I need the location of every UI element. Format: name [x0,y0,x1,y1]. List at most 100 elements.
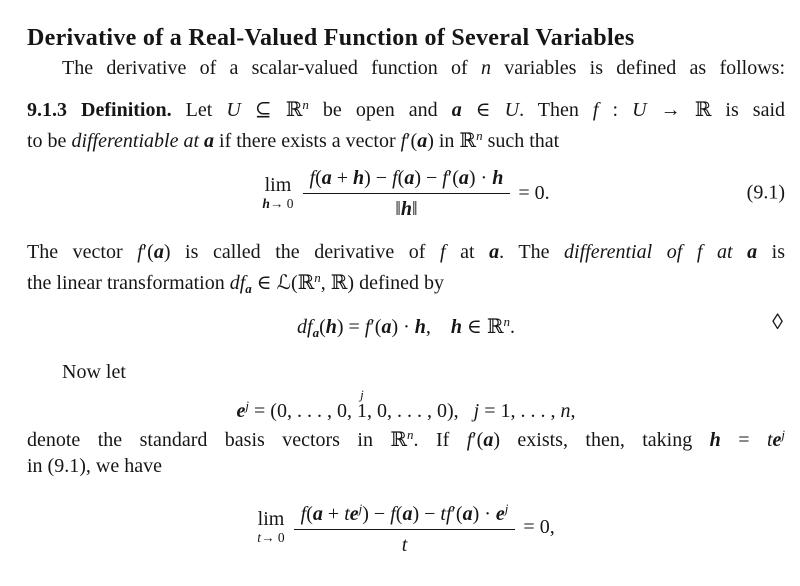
math-token: + [322,503,345,525]
math-token: ) · [472,503,496,525]
math-token: ) is called the derivative of [163,241,441,263]
limit-operator: lim t→ 0 [257,509,284,546]
math-token: ⊆ ℝ [240,99,303,121]
partial-limit-equation: lim t→ 0 f(a + tej) − f(a) − tf′(a) · ej… [27,496,785,558]
math-token: , [570,400,576,422]
fraction-bar [293,529,516,530]
math-token: j [358,501,363,516]
math-token: n [302,97,309,112]
equation-9-1: lim h→ 0 f(a + h) − f(a) − f′(a) · h ‖h‖… [27,162,785,224]
now-let-text: Now let [62,361,126,383]
math-token: a [153,241,164,263]
math-token: t [257,530,262,545]
math-token: U [504,99,520,121]
math-token: h [325,316,337,338]
fraction-numerator: f(a + h) − f(a) − f′(a) · h [303,165,511,193]
math-token: h [450,316,463,338]
end-of-definition-diamond-icon: ◊ [772,309,783,334]
math-token: f [466,429,473,451]
math-token: a [417,130,428,152]
math-token: ) = [336,316,365,338]
math-token: f [300,503,307,525]
math-token: U [226,99,241,121]
math-token: . If [413,429,467,451]
math-token: ( [397,166,405,189]
math-token: a [312,325,320,340]
math-token: is [757,241,786,263]
math-token: , 0, . . . , 0), [366,400,474,422]
math-token: U [632,99,647,121]
math-token: . Then [519,99,593,121]
overset-base: 1 [356,400,367,422]
math-token: a [451,99,462,121]
basis-paragraph: denote the standard basis vectors in ℝn.… [27,422,785,479]
definition-paragraph: 9.1.3 Definition. Let U ⊆ ℝn be open and… [27,92,785,154]
math-token: → ℝ is said [646,99,786,121]
math-token: ∈ ℝ [462,316,504,338]
fraction-denominator: t [395,530,415,558]
math-token: variables is defined as follows: [490,57,786,79]
fraction-denominator: ‖h‖ [388,194,424,222]
definition-line-1: 9.1.3 Definition. Let U ⊆ ℝn be open and… [27,92,785,123]
math-token: = 1, . . . , [479,400,561,422]
math-token: t [401,534,408,556]
equation-number: (9.1) [746,181,785,204]
math-token: differentiable at [71,130,205,152]
math-token: if there exists a vector [214,130,401,152]
math-token: ( [315,166,322,189]
math-token: f [592,99,599,121]
lim-subscript: t→ 0 [257,530,284,545]
math-token: = [720,429,767,451]
math-token: ) − [412,503,441,525]
fraction: f(a + h) − f(a) − f′(a) · h ‖h‖ [302,165,511,222]
math-token: h [400,197,412,220]
math-token: n [560,400,571,422]
equation-9-1-row: lim h→ 0 f(a + h) − f(a) − f′(a) · h ‖h‖… [27,162,785,224]
now-let-paragraph: Now let [27,360,785,385]
math-token: ) − [362,503,391,525]
math-token: df [297,316,313,338]
math-token: h [262,196,270,211]
basis-line-1: denote the standard basis vectors in ℝn.… [27,422,785,453]
math-token: df [229,272,246,294]
math-token: , ℝ) defined by [320,272,445,294]
math-token: a [462,503,473,525]
equation-rhs: = 0, [523,516,554,539]
math-token: j [781,427,786,442]
math-token: → 0 [269,196,294,211]
math-token: : [598,99,633,121]
fraction-bar [302,192,511,194]
fraction-numerator: f(a + tej) − f(a) − tf′(a) · ej [294,496,516,529]
math-token: j [473,400,480,422]
fraction: f(a + tej) − f(a) − tf′(a) · ej t [293,496,516,558]
math-token: ) · [468,166,493,189]
math-token: in (9.1), we have [27,455,162,477]
math-token: h [709,429,721,451]
math-token: → 0 [261,530,285,545]
math-token: ) − [364,166,393,189]
math-token: h [492,166,504,189]
math-token: n [407,427,414,442]
math-token: ‖ [395,197,401,220]
derivative-line-2: the linear transformation dfa ∈ ℒ(ℝn, ℝ)… [27,265,785,301]
math-token: ( [395,503,403,525]
math-token: ′( [447,166,459,189]
math-token: f [137,241,143,263]
intro-paragraph: The derivative of a scalar-valued functi… [27,56,785,81]
math-token: t [344,503,350,525]
differential-equation-line: dfa(h) = f′(a) · h, h ∈ ℝn. [297,314,515,340]
lim-subscript: h→ 0 [262,196,293,211]
math-token: a [747,241,758,263]
math-token: ′( [451,503,463,525]
math-token: a [404,166,415,189]
math-token: a [245,281,252,296]
basis-line-2: in (9.1), we have [27,453,785,479]
math-token: differential of f at [564,241,748,263]
math-token: ′( [472,429,484,451]
math-token: f [440,241,446,263]
math-token: j [245,398,250,413]
